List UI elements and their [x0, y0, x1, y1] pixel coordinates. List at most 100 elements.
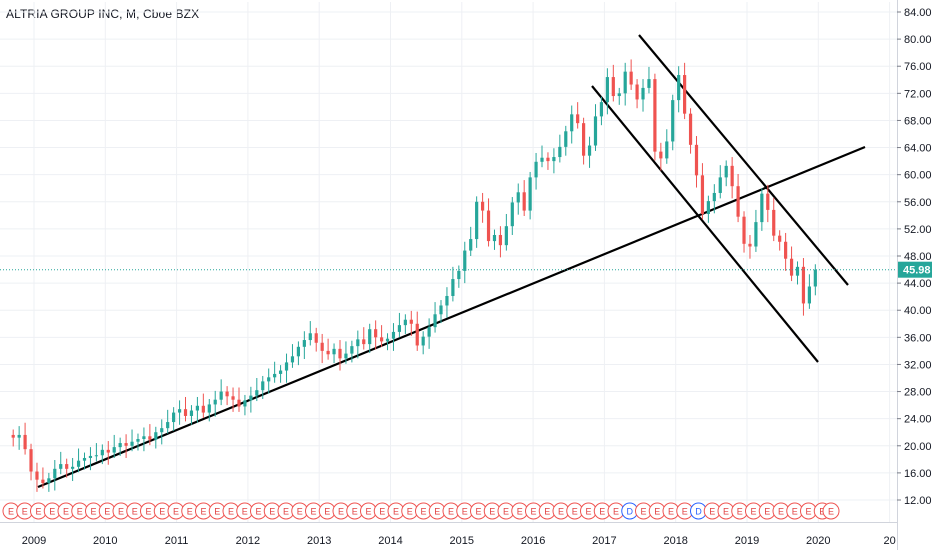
candle-body [249, 395, 253, 401]
candle-body [486, 210, 491, 242]
price-tick-label: 44.00 [904, 278, 932, 290]
candle-body [522, 192, 526, 211]
earnings-marker-label: E [530, 507, 536, 517]
earnings-marker-label: E [585, 507, 591, 517]
candle-body [207, 404, 211, 413]
earnings-marker-label: E [200, 507, 206, 517]
candle-body [397, 325, 402, 332]
time-tick-label: 2015 [450, 535, 474, 547]
candle-body [148, 436, 152, 440]
earnings-marker-label: E [214, 507, 220, 517]
candlesticks [0, 59, 897, 492]
candle-body [332, 348, 336, 355]
candle-body [344, 353, 348, 359]
candle-body [552, 157, 556, 162]
time-tick-label: 2011 [165, 535, 189, 547]
price-tick-label: 36.00 [904, 332, 932, 344]
candle-body [599, 102, 604, 117]
candle-body [700, 175, 705, 214]
candle-body [76, 460, 81, 467]
candle-body [510, 202, 514, 227]
candle-body [356, 339, 360, 347]
earnings-marker-label: E [269, 507, 275, 517]
candle-body [427, 327, 431, 337]
earnings-marker-label: E [283, 507, 289, 517]
price-tick-label: 72.00 [904, 88, 932, 100]
candle-body [368, 329, 372, 345]
earnings-marker-label: E [489, 507, 495, 517]
candle-body [350, 346, 354, 354]
earnings-marker-label: E [393, 507, 399, 517]
candle-body [748, 243, 752, 247]
candle-body [82, 457, 87, 461]
candle-body [65, 464, 69, 469]
price-tick-label: 16.00 [904, 468, 932, 480]
candle-body [391, 331, 396, 339]
candle-body [338, 348, 342, 359]
earnings-marker-label: E [352, 507, 358, 517]
candle-body [421, 336, 425, 346]
earnings-marker-label: E [599, 507, 605, 517]
candle-body [754, 222, 758, 247]
trend-lines [37, 34, 866, 489]
candle-body [290, 356, 295, 363]
candle-body [47, 478, 51, 484]
candle-body [617, 93, 621, 97]
candle-body [789, 258, 794, 276]
candle-body [100, 449, 104, 456]
candle-body [504, 226, 508, 246]
time-tick-label: 2009 [22, 535, 46, 547]
time-tick-label: 20 [883, 535, 895, 547]
earnings-marker-label: E [503, 507, 509, 517]
candle-body [463, 250, 467, 271]
earnings-marker-label: E [49, 507, 55, 517]
candle-body [71, 466, 75, 469]
candle-body [718, 177, 722, 193]
earnings-marker-label: E [90, 507, 96, 517]
chart-title: ALTRIA GROUP INC, M, Cboe BZX [6, 7, 200, 21]
candle-body [130, 441, 134, 446]
candle-body [546, 157, 550, 162]
earnings-marker-label: E [792, 507, 798, 517]
candle-body [813, 269, 817, 287]
earnings-marker-label: E [407, 507, 413, 517]
candle-body [314, 333, 318, 343]
candle-body [451, 279, 455, 296]
candle-body [457, 270, 461, 280]
candle-body [374, 329, 378, 338]
candle-body [694, 144, 699, 176]
earnings-marker-label: E [35, 507, 41, 517]
candle-body [415, 323, 419, 346]
earnings-marker-label: E [242, 507, 248, 517]
candle-body [498, 234, 503, 246]
candle-body [23, 434, 27, 450]
time-tick-label: 2014 [378, 535, 402, 547]
candle-body [564, 131, 568, 147]
earnings-marker-label: E [819, 507, 825, 517]
candle-body [671, 100, 675, 142]
candle-body [784, 241, 788, 259]
earnings-marker-label: E [187, 507, 193, 517]
earnings-marker-label: E [132, 507, 138, 517]
earnings-marker-label: E [558, 507, 564, 517]
earnings-marker-label: E [654, 507, 660, 517]
earnings-marker-label: E [420, 507, 426, 517]
earnings-marker-label: E [828, 507, 834, 517]
earnings-marker-label: E [448, 507, 454, 517]
price-tick-label: 52.00 [904, 224, 932, 236]
earnings-marker-label: D [695, 507, 702, 517]
candle-body [469, 239, 473, 251]
candle-body [475, 201, 479, 240]
price-tick-label: 76.00 [904, 61, 932, 73]
candle-body [88, 455, 93, 458]
candle-body [742, 216, 746, 244]
candle-body [766, 193, 770, 210]
candle-body [177, 409, 182, 413]
earnings-marker-label: E [723, 507, 729, 517]
earnings-marker-label: E [709, 507, 715, 517]
earnings-marker-label: E [462, 507, 468, 517]
candle-body [540, 157, 544, 162]
earnings-marker-label: D [627, 507, 634, 517]
price-tick-label: 68.00 [904, 115, 932, 127]
